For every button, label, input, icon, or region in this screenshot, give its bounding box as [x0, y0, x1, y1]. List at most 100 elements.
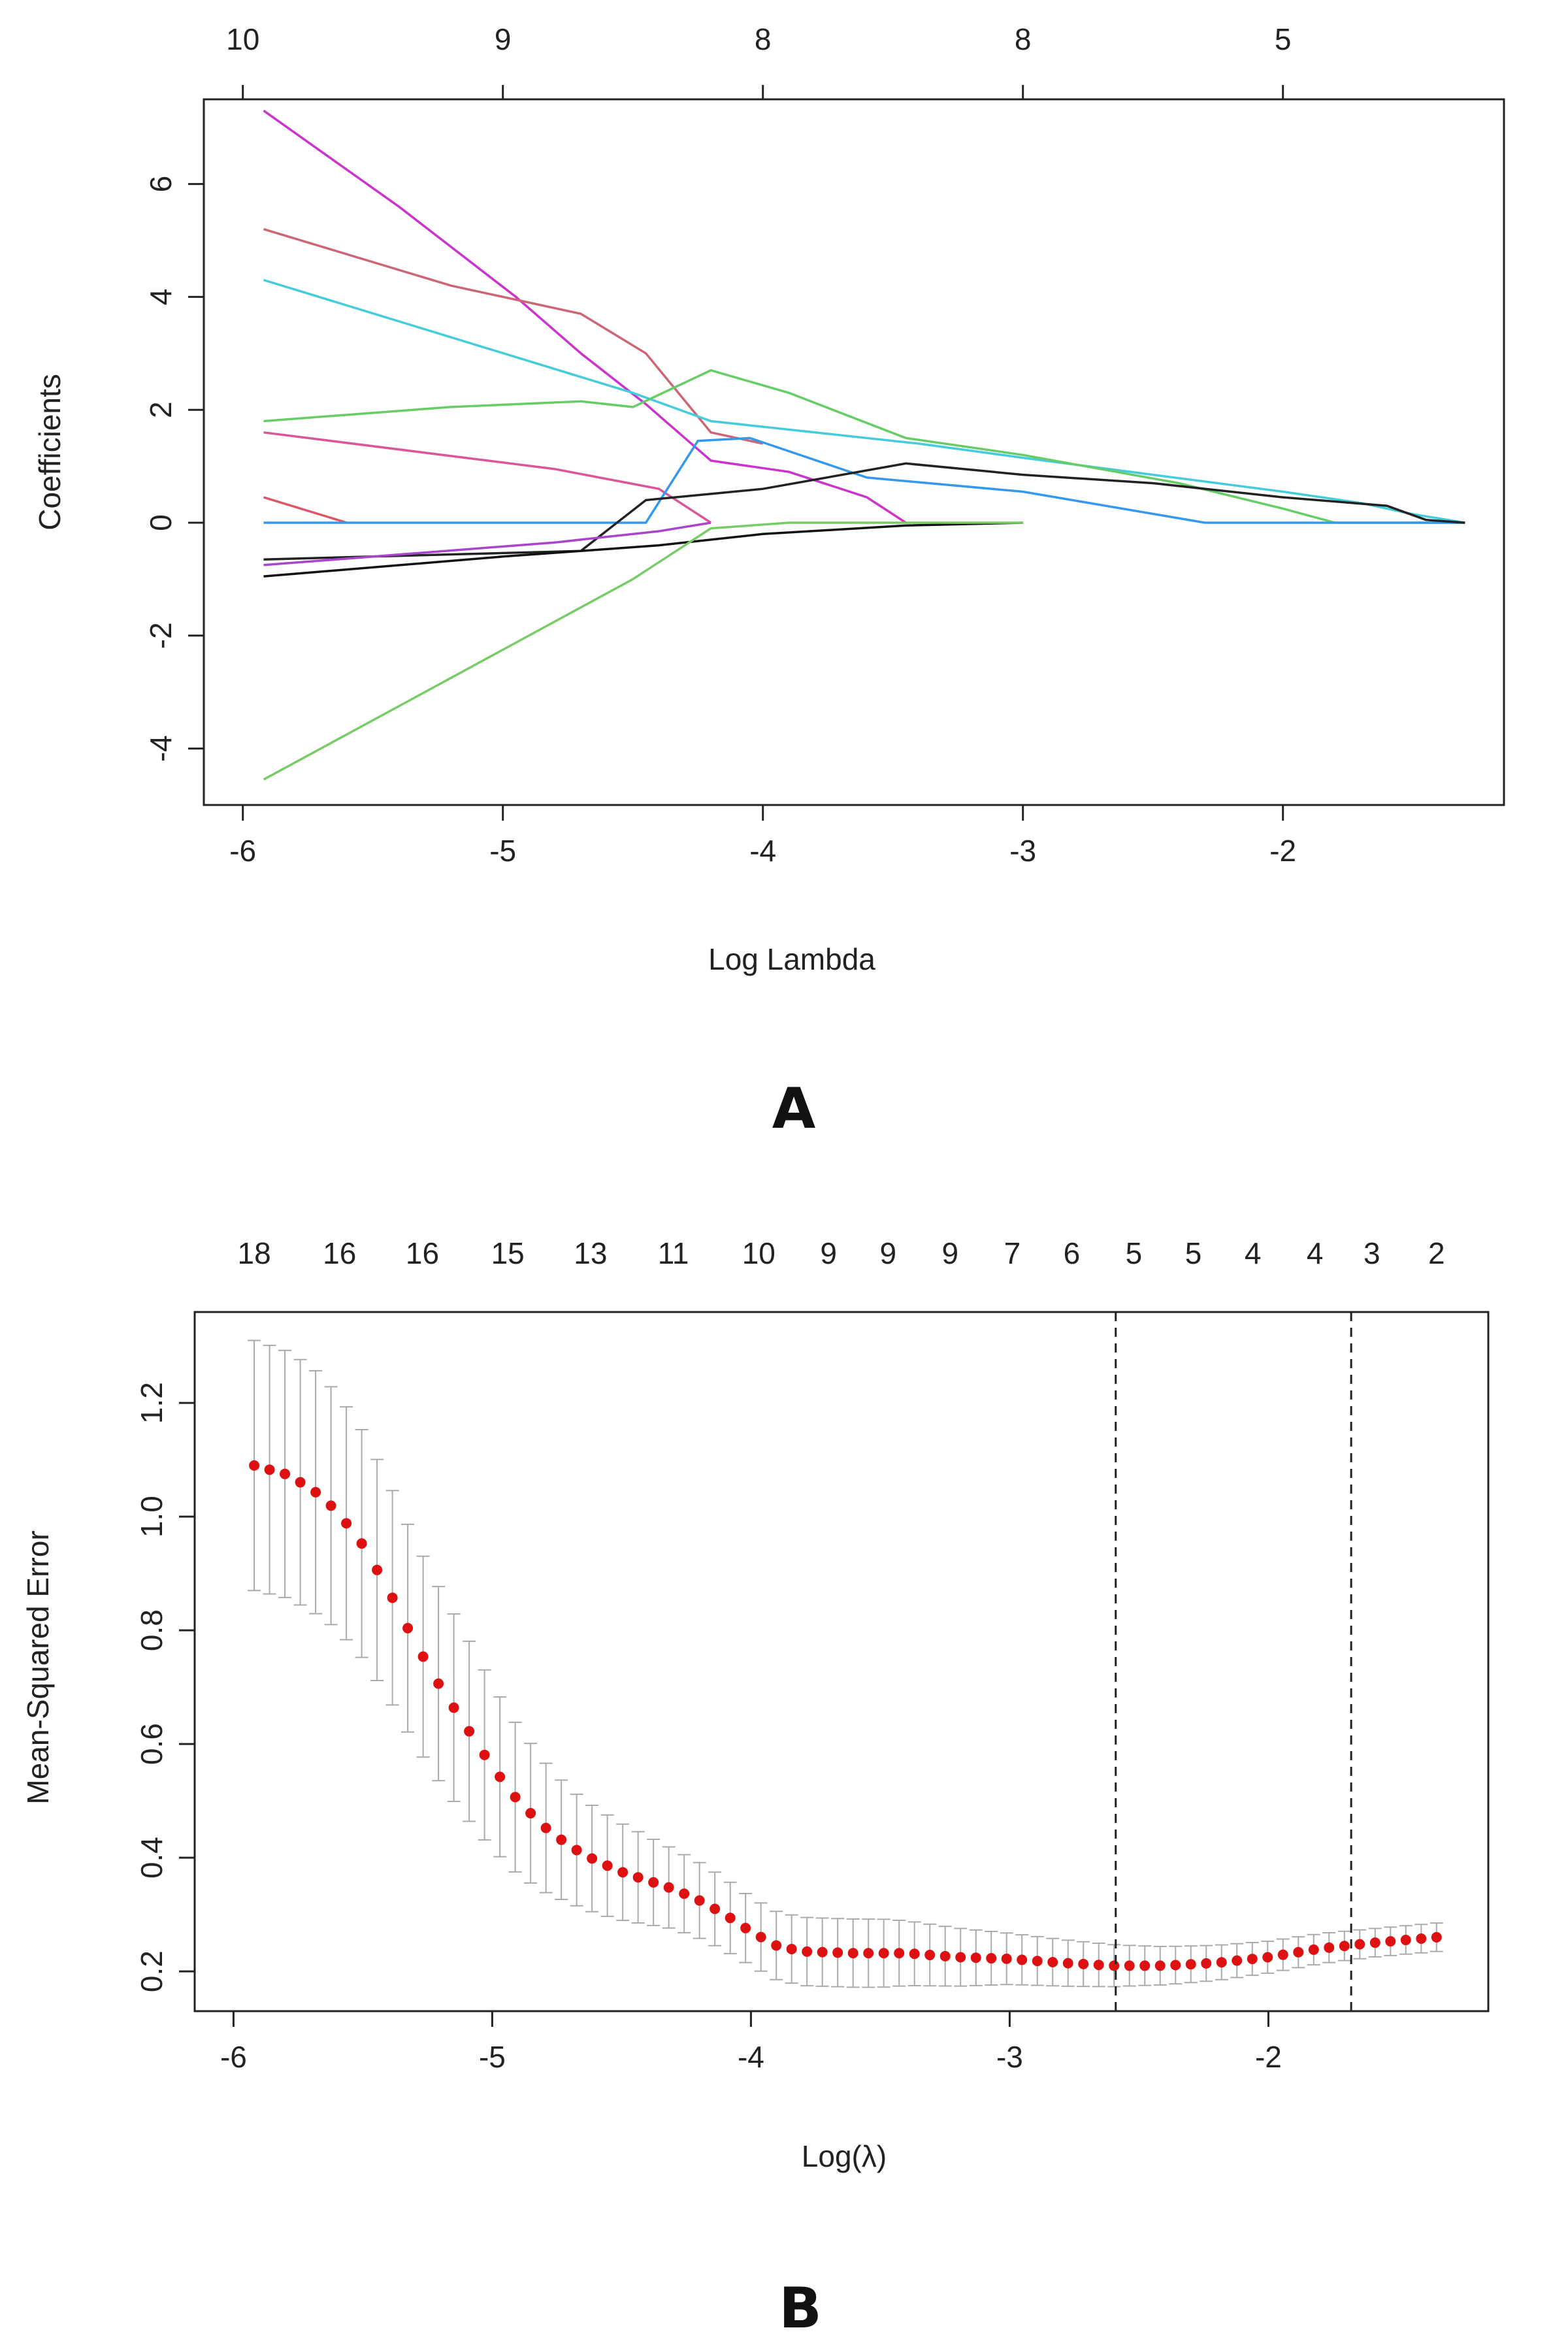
panel-a-y-axis: -4 -2 0 2 4 6 — [144, 176, 204, 762]
panel-b-top-tick-label: 18 — [237, 1236, 270, 1270]
panel-b-mse-point — [1232, 1956, 1242, 1966]
panel-b-mse-point — [679, 1888, 689, 1899]
panel-b-mse-point — [1078, 1959, 1088, 1969]
panel-b-mse-point — [971, 1952, 981, 1963]
panel-b-mse-point — [249, 1460, 259, 1471]
panel-b-mse-point — [1354, 1939, 1365, 1950]
panel-b-top-tick-label: 7 — [1004, 1236, 1021, 1270]
panel-b-mse-point — [1278, 1950, 1288, 1960]
panel-b-mse-point — [449, 1703, 459, 1713]
panel-b-mse-point — [1109, 1960, 1119, 1971]
panel-a-top-tick-label: 10 — [226, 22, 259, 56]
panel-b-mse-point — [725, 1912, 736, 1923]
panel-b-mse-point — [1186, 1959, 1196, 1969]
panel-b-top-tick-label: 16 — [406, 1236, 439, 1270]
panel-b-mse-point — [464, 1726, 474, 1737]
panel-a-x-axis: -6 -5 -4 -3 -2 — [229, 805, 1296, 868]
panel-b-mse-point — [1217, 1957, 1227, 1967]
panel-b-x-tick-label: -3 — [996, 2040, 1023, 2074]
panel-b-x-tick-label: -6 — [220, 2040, 247, 2074]
panel-b-mse-point — [510, 1792, 521, 1802]
panel-b-mse-point — [310, 1487, 321, 1498]
panel-a-letter: A — [772, 1076, 816, 1141]
panel-b-mse-point — [1002, 1954, 1012, 1964]
panel-b-mse-point — [265, 1464, 275, 1475]
panel-b-mse-point — [541, 1823, 551, 1833]
panel-b-top-tick-label: 13 — [574, 1236, 607, 1270]
panel-b-top-tick-label: 5 — [1126, 1236, 1143, 1270]
panel-b-top-tick-label: 5 — [1185, 1236, 1202, 1270]
panel-b-mse-point — [1063, 1958, 1073, 1969]
panel-b-error-bars — [248, 1340, 1443, 1987]
panel-b-y-tick-label: 1.0 — [135, 1496, 169, 1537]
panel-b-top-tick-label: 16 — [323, 1236, 356, 1270]
panel-b-top-tick-label: 2 — [1428, 1236, 1445, 1270]
panel-a-y-tick-label: 2 — [144, 401, 178, 418]
panel-a-series-line-green — [264, 370, 1465, 523]
panel-b-mse-point — [280, 1469, 290, 1479]
panel-a-y-tick-label: 0 — [144, 514, 178, 531]
panel-b-mse-point — [771, 1941, 781, 1951]
panel-b-mse-point — [648, 1877, 659, 1888]
panel-a-series-line-salmon — [264, 497, 347, 523]
panel-b-mse-point — [1309, 1945, 1319, 1955]
panel-b-mse-point — [480, 1750, 490, 1760]
panel-b-mse-point — [986, 1953, 996, 1963]
panel-a-y-tick-label: -2 — [144, 622, 178, 649]
panel-b-mse-point — [556, 1835, 566, 1845]
panel-b-mse-point — [787, 1944, 797, 1954]
panel-b-mse-point — [326, 1500, 336, 1511]
panel-b-x-tick-label: -4 — [738, 2040, 764, 2074]
panel-b-mse-point — [387, 1592, 398, 1603]
panel-a-top-axis: 10 9 8 8 5 — [226, 22, 1291, 99]
panel-b-y-tick-label: 0.8 — [135, 1609, 169, 1651]
panel-a-x-tick-label: -5 — [489, 834, 516, 868]
panel-b-cross-validation-curve: -6 -5 -4 -3 -2 0.2 0.4 0.6 0.8 1.0 1.2 18 16 16 15 13… — [21, 1236, 1488, 2341]
panel-b-x-tick-label: -2 — [1255, 2040, 1282, 2074]
panel-b-mse-point — [341, 1518, 351, 1528]
panel-b-top-tick-label: 11 — [658, 1236, 689, 1270]
panel-b-mse-point — [940, 1951, 951, 1961]
panel-b-y-tick-label: 1.2 — [135, 1382, 169, 1424]
panel-b-mse-point — [1339, 1941, 1350, 1951]
panel-b-mse-point — [1385, 1936, 1396, 1946]
panel-a-top-tick-label: 9 — [495, 22, 512, 56]
panel-b-mse-point — [740, 1923, 751, 1933]
panel-a-y-tick-label: 6 — [144, 176, 178, 193]
panel-b-mse-point — [357, 1538, 367, 1549]
panel-a-top-tick-label: 8 — [1015, 22, 1032, 56]
panel-b-top-tick-label: 4 — [1307, 1236, 1324, 1270]
panel-b-mse-point — [433, 1679, 444, 1689]
panel-b-mse-point — [402, 1623, 413, 1633]
panel-b-mse-point — [955, 1952, 966, 1962]
panel-b-mse-point — [295, 1477, 306, 1488]
panel-b-y-tick-label: 0.2 — [135, 1950, 169, 1992]
panel-b-mse-point — [1032, 1956, 1043, 1966]
panel-a-top-tick-label: 8 — [755, 22, 772, 56]
panel-a-lasso-coefficient-paths: -6 -5 -4 -3 -2 -4 -2 0 2 4 6 10 9 8 8 5 Log Lambda Co… — [33, 22, 1504, 1141]
figure: -6 -5 -4 -3 -2 -4-20246 10 9 8 8 5 Log Lambda Co… — [0, 0, 1568, 2347]
panel-b-mse-point — [1124, 1960, 1135, 1971]
panel-b-mse-point — [633, 1872, 644, 1882]
panel-a-x-tick-label: -3 — [1009, 834, 1036, 868]
panel-b-x-tick-label: -5 — [479, 2040, 506, 2074]
panel-b-mse-point — [802, 1946, 812, 1957]
panel-b-mse-point — [495, 1771, 505, 1782]
panel-b-top-tick-label: 10 — [742, 1236, 776, 1270]
panel-b-top-axis: 18 16 16 15 13 11 10 9 9 9 7 6 5 5 4 4 3 2 — [237, 1236, 1445, 1270]
panel-a-top-tick-label: 5 — [1275, 22, 1292, 56]
panel-b-y-tick-label: 0.6 — [135, 1723, 169, 1765]
panel-b-mse-point — [572, 1845, 582, 1855]
panel-b-mse-point — [602, 1860, 613, 1871]
panel-b-top-tick-label: 4 — [1245, 1236, 1262, 1270]
panel-b-mse-point — [1262, 1952, 1273, 1962]
panel-a-x-tick-label: -6 — [229, 834, 256, 868]
panel-b-mse-point — [1201, 1958, 1211, 1969]
panel-b-mse-point — [664, 1882, 674, 1893]
panel-b-mse-point — [694, 1896, 705, 1906]
panel-a-series-lines — [264, 110, 1465, 780]
panel-b-mse-point — [1047, 1957, 1058, 1967]
panel-b-mse-point — [525, 1808, 536, 1818]
panel-a-y-tick-label: 4 — [144, 289, 178, 306]
panel-a-x-tick-label: -4 — [749, 834, 776, 868]
